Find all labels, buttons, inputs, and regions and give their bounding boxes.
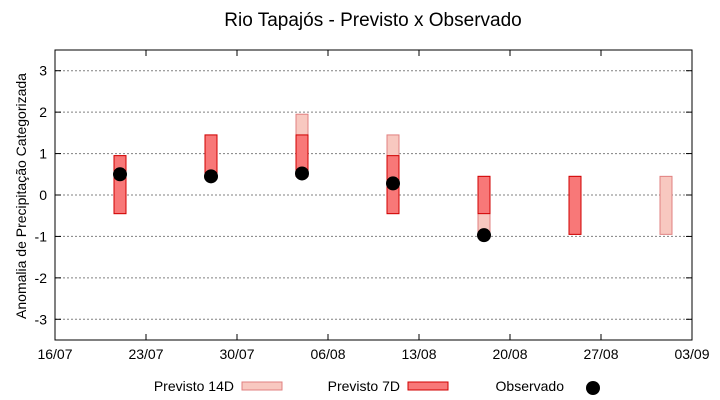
y-axis-ticks: -3 -2 -1 0 1 2 3 <box>35 63 692 327</box>
legend-label: Previsto 7D <box>328 378 400 394</box>
x-tick-label: 23/07 <box>128 346 163 362</box>
observed-point <box>477 228 491 243</box>
observed-points <box>113 166 491 243</box>
legend-label: Observado <box>496 378 565 394</box>
observed-point <box>386 176 400 191</box>
previsto-7d-bar <box>477 175 491 215</box>
observed-point <box>295 166 309 181</box>
grid-lines <box>55 70 692 320</box>
legend-label: Previsto 14D <box>154 378 234 394</box>
legend: Previsto 14D Previsto 7D Observado <box>154 378 600 395</box>
x-tick-label: 03/09 <box>674 346 709 362</box>
y-tick-label: 3 <box>39 63 47 79</box>
observed-point <box>113 167 127 182</box>
x-tick-label: 27/08 <box>583 346 618 362</box>
chart-title: Rio Tapajós - Previsto x Observado <box>224 10 521 31</box>
y-tick-label: 0 <box>39 187 47 203</box>
y-tick-label: -1 <box>35 228 48 244</box>
y-tick-label: 2 <box>39 104 47 120</box>
legend-marker <box>586 381 600 395</box>
x-axis-ticks: 16/07 23/07 30/07 06/08 13/08 20/08 27/08 03/09 <box>37 50 710 362</box>
observed-point <box>204 169 218 184</box>
y-tick-label: 1 <box>39 146 47 162</box>
previsto-7d-bar <box>568 175 582 235</box>
x-tick-label: 16/07 <box>37 346 72 362</box>
x-tick-label: 06/08 <box>310 346 345 362</box>
previsto-14d-bar <box>659 175 673 235</box>
y-tick-label: -2 <box>35 270 48 286</box>
x-tick-label: 20/08 <box>492 346 527 362</box>
previsto-7d-bar <box>113 155 127 215</box>
legend-swatch <box>241 381 283 391</box>
legend-swatch <box>407 381 449 391</box>
x-tick-label: 13/08 <box>401 346 436 362</box>
range-bars <box>113 113 673 235</box>
x-tick-label: 30/07 <box>219 346 254 362</box>
y-axis-label: Anomalia de Precipitação Categorizada <box>13 73 29 319</box>
y-tick-label: -3 <box>35 311 48 327</box>
